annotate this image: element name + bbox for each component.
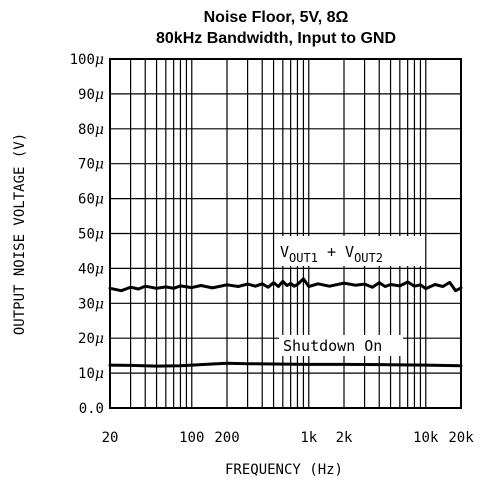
- y-tick-value: 10: [78, 366, 95, 382]
- vout-label-plus-v2: + V: [318, 243, 354, 261]
- y-tick-unit: μ: [95, 87, 104, 103]
- x-axis-label: FREQUENCY (Hz): [225, 462, 343, 478]
- y-tick-label: 0.0: [79, 401, 104, 417]
- x-tick-label: 1k: [300, 430, 317, 446]
- y-tick-unit: μ: [95, 331, 104, 347]
- y-tick-label: 70μ: [78, 157, 104, 173]
- y-tick-unit: μ: [95, 227, 104, 243]
- x-tick-label: 200: [214, 430, 239, 446]
- y-tick-unit: μ: [95, 366, 104, 382]
- x-tick-label: 10k: [413, 430, 439, 446]
- vout-label-sub1: OUT1: [289, 251, 318, 265]
- y-tick-value: 90: [78, 87, 95, 103]
- y-tick-value: 30: [78, 296, 95, 312]
- series-line-1: [108, 361, 463, 368]
- y-tick-label: 20μ: [78, 331, 104, 347]
- shutdown-label-background: [279, 335, 403, 356]
- x-tick-labels: 20 100 200 1k 2k 10k 20k: [102, 430, 475, 446]
- series-lines: [108, 277, 463, 368]
- y-tick-label: 40μ: [78, 261, 104, 277]
- plot-frame: [109, 58, 462, 409]
- x-tick-label: 2k: [336, 430, 353, 446]
- x-tick-label: 20: [102, 430, 119, 446]
- vout-label-v1: V: [280, 243, 289, 261]
- y-tick-unit: μ: [95, 192, 104, 208]
- y-tick-unit: μ: [95, 52, 104, 68]
- y-tick-label: 50μ: [78, 227, 104, 243]
- y-tick-value: 60: [78, 192, 95, 208]
- y-tick-label: 100μ: [70, 52, 104, 68]
- y-tick-unit: μ: [95, 157, 104, 173]
- y-tick-unit: μ: [95, 296, 104, 312]
- y-tick-label: 30μ: [78, 296, 104, 312]
- chart-title: Noise Floor, 5V, 8Ω: [204, 9, 349, 26]
- y-tick-label: 90μ: [78, 87, 104, 103]
- y-tick-label: 80μ: [78, 122, 104, 138]
- y-tick-value: 70: [78, 157, 95, 173]
- y-tick-unit: μ: [95, 122, 104, 138]
- y-tick-label: 10μ: [78, 366, 104, 382]
- y-tick-value: 100: [70, 52, 95, 68]
- y-tick-value: 80: [78, 122, 95, 138]
- y-tick-value: 20: [78, 331, 95, 347]
- y-tick-value: 0.0: [79, 401, 104, 417]
- x-tick-label: 100: [179, 430, 204, 446]
- y-tick-value: 50: [78, 227, 95, 243]
- y-tick-value: 40: [78, 261, 95, 277]
- y-tick-label: 60μ: [78, 192, 104, 208]
- series-label-shutdown: Shutdown On: [283, 337, 382, 355]
- vout-label-sub2: OUT2: [354, 251, 383, 265]
- y-tick-unit: μ: [95, 261, 104, 277]
- x-tick-label: 20k: [448, 430, 474, 446]
- y-axis-label: OUTPUT NOISE VOLTAGE (V): [12, 133, 28, 335]
- vout-label-background: [277, 236, 423, 266]
- series-line-0: [108, 277, 463, 293]
- series-label-vout: VOUT1 + VOUT2: [280, 243, 383, 265]
- chart-subtitle: 80kHz Bandwidth, Input to GND: [156, 30, 396, 47]
